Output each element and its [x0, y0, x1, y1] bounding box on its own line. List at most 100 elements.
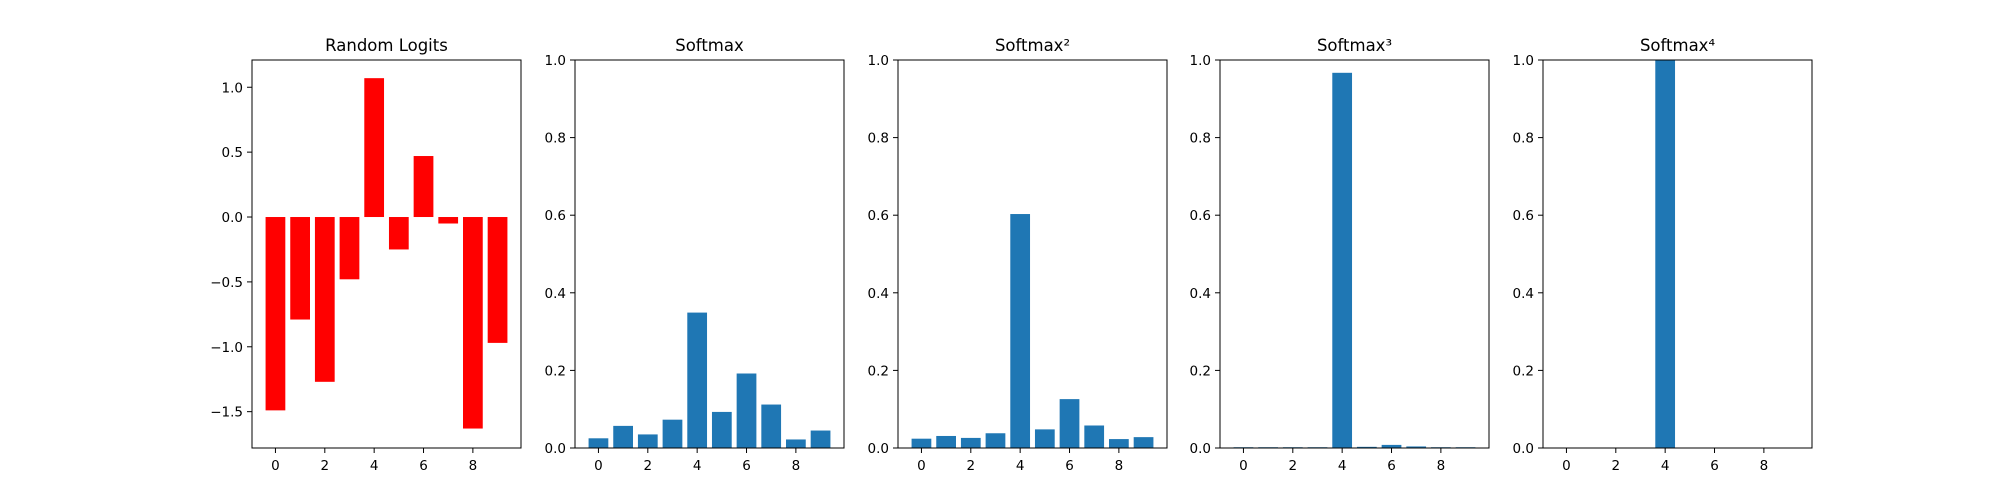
chart-title: Softmax⁴ [1640, 36, 1716, 55]
y-tick-label: 0.5 [222, 145, 243, 161]
axes-frame [1542, 59, 1813, 449]
bar [1332, 72, 1353, 448]
panel-5: 0 2 4 6 8 0.0 0.2 0.4 0.6 0.8 1.0 Softmax⁴ [1513, 36, 1813, 474]
bar [1034, 429, 1055, 448]
x-tick-label: 2 [1612, 458, 1621, 474]
y-tick-label: 0.8 [1513, 131, 1534, 147]
bar [810, 430, 831, 448]
bar [1109, 439, 1129, 448]
panel-4: 0 2 4 6 8 0.0 0.2 0.4 0.6 0.8 1.0 Softmax³ [1190, 36, 1490, 474]
bar [1381, 444, 1402, 448]
bar [1010, 214, 1031, 448]
axes-frame [574, 59, 845, 449]
bars-4 [1233, 72, 1476, 448]
y-tick-label: 0.6 [1513, 208, 1534, 224]
y-tick-label: 0.8 [868, 131, 889, 147]
y-tick-label: 0.2 [868, 363, 889, 379]
bar [588, 438, 609, 448]
y-tick-label: 0.2 [1190, 363, 1211, 379]
bar [463, 217, 483, 429]
y-tick-label: 0.4 [868, 286, 889, 302]
bar [711, 411, 732, 448]
y-tick-label: 0.0 [1513, 441, 1534, 457]
y-tick-label: −1.0 [210, 340, 243, 356]
panel-2: 0 2 4 6 8 0.0 0.2 0.4 0.6 0.8 1.0 Softmax [545, 36, 845, 474]
y-tick-label: 0.0 [1190, 441, 1211, 457]
bars-1 [265, 78, 508, 429]
bars-5 [1655, 60, 1676, 448]
axes-frame [1219, 59, 1490, 449]
x-tick-label: 6 [1710, 458, 1719, 474]
bar [314, 217, 335, 382]
bar [1084, 425, 1105, 448]
bar [637, 434, 658, 448]
y-tick-label: 0.6 [545, 208, 566, 224]
x-tick-label: 4 [370, 458, 379, 474]
y-tick-label: 0.0 [222, 210, 243, 226]
bar [265, 217, 286, 411]
y-tick-label: −0.5 [210, 275, 243, 291]
bar [911, 438, 932, 448]
x-tick-label: 0 [917, 458, 926, 474]
bar [339, 217, 360, 280]
x-tick-label: 6 [742, 458, 751, 474]
y-tick-label: 0.8 [1190, 131, 1211, 147]
x-tick-label: 2 [644, 458, 653, 474]
y-tick-label: 0.4 [545, 286, 566, 302]
bar [290, 217, 310, 320]
chart-title: Random Logits [325, 36, 448, 55]
panel-1: 0 2 4 6 8 −1.5 −1.0 −0.5 0.0 0.5 1.0 Random Logits [210, 36, 522, 474]
x-tick-label: 4 [1016, 458, 1025, 474]
chart-title: Softmax³ [1317, 36, 1392, 55]
chart-title: Softmax² [995, 36, 1070, 55]
bar [413, 156, 434, 218]
bars-3 [911, 214, 1154, 448]
bar [687, 312, 708, 448]
y-tick-label: 1.0 [1513, 53, 1534, 69]
y-tick-label: 0.6 [1190, 208, 1211, 224]
y-tick-label: 1.0 [868, 53, 889, 69]
x-tick-label: 2 [1289, 458, 1298, 474]
bar [388, 217, 409, 250]
x-tick-label: 8 [469, 458, 478, 474]
y-tick-label: 0.4 [1513, 286, 1534, 302]
x-tick-label: 0 [271, 458, 280, 474]
x-tick-label: 8 [1115, 458, 1124, 474]
x-tick-label: 0 [1562, 458, 1571, 474]
y-tick-label: 0.2 [545, 363, 566, 379]
y-tick-label: 1.0 [1190, 53, 1211, 69]
x-tick-label: 6 [419, 458, 428, 474]
x-tick-label: 6 [1387, 458, 1396, 474]
y-tick-label: −1.5 [210, 405, 243, 421]
bars-2 [588, 312, 831, 448]
axes-frame [897, 59, 1168, 449]
bar [761, 404, 782, 448]
x-tick-label: 0 [594, 458, 603, 474]
y-tick-label: 1.0 [545, 53, 566, 69]
bar [662, 419, 683, 448]
x-tick-label: 8 [1437, 458, 1446, 474]
bar [985, 433, 1006, 448]
y-tick-label: 0.0 [868, 441, 889, 457]
y-tick-label: 0.8 [545, 131, 566, 147]
bar [1059, 399, 1080, 448]
x-tick-label: 4 [1338, 458, 1347, 474]
y-tick-label: 1.0 [222, 80, 243, 96]
y-tick-label: 0.0 [545, 441, 566, 457]
x-tick-label: 8 [792, 458, 801, 474]
y-tick-label: 0.2 [1513, 363, 1534, 379]
bar [613, 425, 633, 448]
y-tick-label: 0.4 [1190, 286, 1211, 302]
bar [1406, 446, 1427, 448]
x-tick-label: 8 [1760, 458, 1769, 474]
chart-title: Softmax [675, 36, 744, 55]
x-tick-label: 0 [1239, 458, 1248, 474]
x-tick-label: 6 [1065, 458, 1074, 474]
bar [736, 373, 757, 448]
bar [1133, 437, 1154, 448]
bar [936, 435, 956, 448]
x-tick-label: 2 [321, 458, 330, 474]
axes-frame [251, 59, 522, 449]
bar [1655, 60, 1676, 448]
